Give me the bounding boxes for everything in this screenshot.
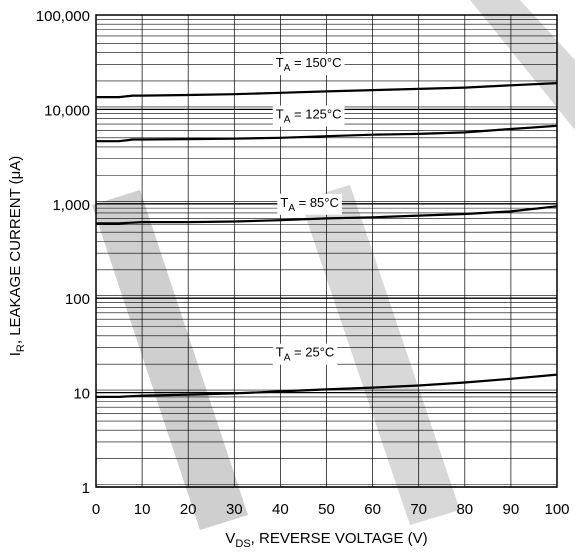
series-line-1 xyxy=(96,124,558,143)
y-tick-label: 100 xyxy=(65,291,90,308)
watermark-stroke xyxy=(92,190,248,530)
series-label-2: TA = 85°C xyxy=(277,193,342,215)
y-tick-label: 10 xyxy=(73,386,90,403)
x-tick-label: 90 xyxy=(503,501,520,518)
y-tick-label: 1 xyxy=(82,480,90,497)
x-tick-label: 60 xyxy=(364,501,381,518)
series-label-text: TA = 25°C xyxy=(276,345,335,364)
y-tick-label: 100,000 xyxy=(36,8,90,25)
x-tick-label: 80 xyxy=(456,501,473,518)
series-label-0: TA = 150°C xyxy=(272,54,345,76)
series-label-bg xyxy=(272,54,345,76)
x-tick-label: 50 xyxy=(318,501,335,518)
y-tick-labels: 1 10 100 1,000 10,000 100,000 xyxy=(36,8,90,497)
series-labels: TA = 150°C TA = 125°C TA = 85°C TA = 25°C xyxy=(272,54,345,365)
series-label-bg xyxy=(277,193,342,215)
x-tick-label: 40 xyxy=(272,501,289,518)
x-tick-label: 10 xyxy=(134,501,151,518)
series-label-text: TA = 85°C xyxy=(280,195,339,214)
x-tick-label: 0 xyxy=(92,501,100,518)
series-label-1: TA = 125°C xyxy=(272,105,345,127)
x-tick-label: 100 xyxy=(544,501,569,518)
x-tick-label: 30 xyxy=(226,501,243,518)
x-tick-labels: 0 10 20 30 40 50 60 70 80 90 100 xyxy=(92,501,570,518)
series-label-bg xyxy=(272,105,345,127)
series-label-text: TA = 150°C xyxy=(276,55,342,74)
series-line-2 xyxy=(96,205,558,225)
y-tick-label: 10,000 xyxy=(44,102,90,119)
y-axis-label: IR, LEAKAGE CURRENT (μA) xyxy=(7,156,27,357)
x-tick-label: 70 xyxy=(410,501,427,518)
x-tick-label: 20 xyxy=(180,501,197,518)
series-line-3 xyxy=(96,373,558,398)
x-axis-label: VDS, REVERSE VOLTAGE (V) xyxy=(225,530,427,550)
plot-frame xyxy=(95,14,558,488)
series-label-bg xyxy=(272,343,338,365)
series-label-3: TA = 25°C xyxy=(272,343,338,365)
watermark-stroke xyxy=(470,0,575,130)
y-tick-label: 1,000 xyxy=(52,197,90,214)
watermark xyxy=(92,0,575,530)
series-label-text: TA = 125°C xyxy=(276,107,342,126)
series-line-0 xyxy=(96,82,558,99)
series-curves xyxy=(96,82,558,398)
